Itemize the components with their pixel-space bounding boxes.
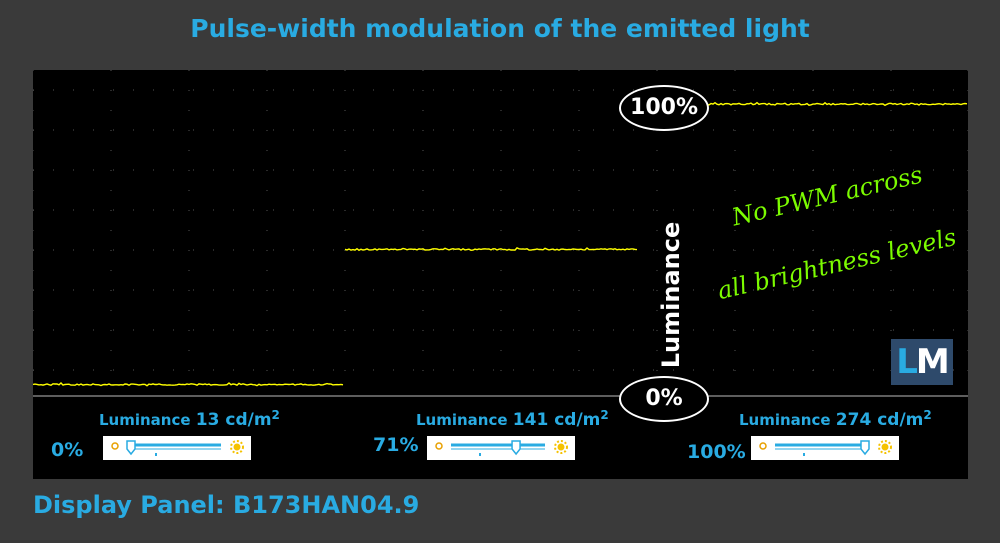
slider-tick: [479, 453, 481, 456]
slider-tick: [155, 453, 157, 456]
segment-3-luminance: Luminance 274 cd/m2: [739, 408, 932, 430]
sun-large-icon: [233, 443, 241, 451]
sun-small-icon: [759, 442, 767, 450]
display-panel-label: Display Panel: B173HAN04.9: [33, 491, 420, 519]
segment-2-brightness: 71%: [373, 434, 419, 456]
segment-3-brightness-slider: [751, 436, 899, 460]
sun-large-icon: [557, 443, 565, 451]
chart-title: Pulse-width modulation of the emitted li…: [190, 14, 810, 43]
sun-large-icon: [881, 443, 889, 451]
oscilloscope-panel: 100% 0% Luminance No PWM across all brig…: [33, 70, 968, 479]
segment-3-brightness: 100%: [687, 441, 746, 463]
segment-2-brightness-slider: [427, 436, 575, 460]
marker-0-percent: 0%: [619, 376, 709, 422]
y-axis-label: Luminance: [657, 221, 685, 369]
lm-logo: LM: [891, 339, 953, 385]
segment-1-luminance: Luminance 13 cd/m2: [99, 408, 280, 430]
marker-100-percent: 100%: [619, 85, 709, 131]
sun-rays-icon: [230, 440, 244, 454]
slider-tick: [803, 453, 805, 456]
segment-2-luminance: Luminance 141 cd/m2: [416, 408, 609, 430]
oscilloscope-plot: [33, 70, 968, 397]
sun-rays-icon: [878, 440, 892, 454]
slider-thumb: [511, 440, 521, 456]
slider-thumb: [860, 440, 870, 456]
sun-small-icon: [111, 442, 119, 450]
trace-100-percent: [704, 101, 968, 107]
sun-small-icon: [435, 442, 443, 450]
segment-1-brightness-slider: [103, 436, 251, 460]
sun-rays-icon: [554, 440, 568, 454]
trace-71-percent: [344, 247, 638, 252]
trace-0-percent: [33, 382, 344, 387]
slider-thumb: [126, 440, 136, 456]
segment-1-brightness: 0%: [51, 439, 84, 461]
